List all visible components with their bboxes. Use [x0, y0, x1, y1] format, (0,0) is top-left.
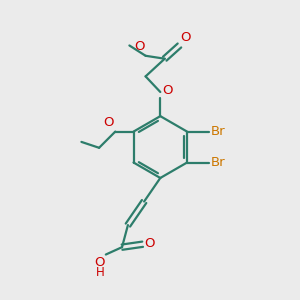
Text: H: H — [96, 266, 105, 279]
Text: O: O — [144, 236, 154, 250]
Text: O: O — [134, 40, 144, 53]
Text: O: O — [181, 31, 191, 44]
Text: Br: Br — [210, 156, 225, 169]
Text: O: O — [94, 256, 105, 269]
Text: O: O — [162, 84, 172, 97]
Text: O: O — [103, 116, 114, 129]
Text: Br: Br — [210, 125, 225, 138]
